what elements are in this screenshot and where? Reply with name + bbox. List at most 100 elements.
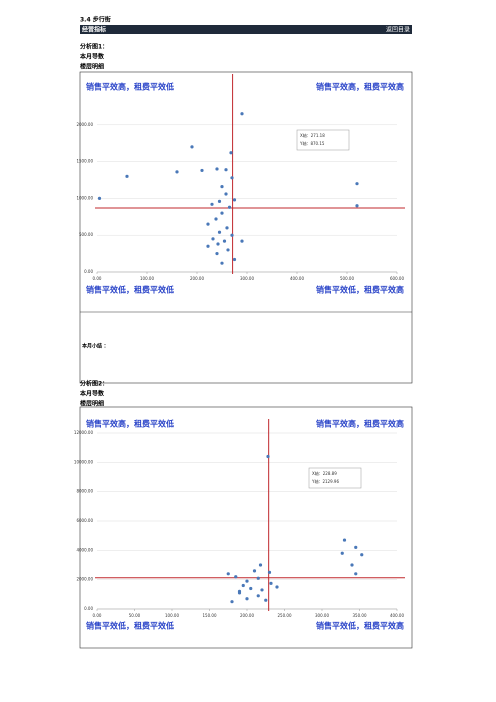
data-point bbox=[234, 575, 238, 579]
x-tick-label: 0.00 bbox=[93, 613, 102, 618]
note-text: X轴：271.18 bbox=[300, 132, 325, 138]
x-tick-label: 200.00 bbox=[240, 613, 254, 618]
panel-caption: 楼层明细 bbox=[80, 63, 104, 71]
x-tick-label: 100.00 bbox=[165, 613, 179, 618]
quadrant-label: 销售平效高，租费平效低 bbox=[86, 419, 174, 429]
quadrant-label: 销售平效低，租费平效高 bbox=[316, 621, 404, 631]
y-tick-label: 2000.00 bbox=[76, 577, 93, 582]
quadrant-label: 销售平效低，租费平效高 bbox=[316, 285, 404, 295]
quadrant-label: 销售平效高，租费平效低 bbox=[86, 82, 174, 92]
data-point bbox=[342, 538, 347, 542]
data-point bbox=[227, 205, 232, 209]
section-title: 3.4 步行街 bbox=[80, 16, 111, 24]
x-tick-label: 100.00 bbox=[140, 276, 154, 281]
data-point bbox=[275, 585, 279, 589]
data-point bbox=[210, 202, 214, 206]
data-point bbox=[220, 211, 224, 215]
data-point bbox=[200, 168, 204, 173]
data-point bbox=[125, 174, 129, 178]
summary-label: 本月小结 ： bbox=[81, 343, 109, 350]
x-tick-label: 300.00 bbox=[315, 613, 329, 618]
data-point bbox=[360, 553, 364, 557]
panel-subheading: 本月导数 bbox=[80, 390, 105, 398]
data-point bbox=[266, 454, 270, 459]
y-tick-label: 1000.00 bbox=[76, 195, 93, 200]
data-point bbox=[258, 563, 263, 567]
data-point bbox=[269, 581, 273, 585]
data-point bbox=[354, 572, 358, 576]
data-point bbox=[190, 145, 194, 149]
data-point bbox=[215, 167, 219, 171]
x-tick-label: 400.00 bbox=[390, 613, 404, 618]
data-point bbox=[355, 204, 359, 208]
panel-subheading: 本月导数 bbox=[80, 53, 105, 61]
y-tick-label: 500.00 bbox=[79, 232, 93, 237]
x-tick-label: 0.00 bbox=[93, 276, 102, 281]
panel-caption: 楼层明细 bbox=[80, 400, 104, 408]
panel-heading: 分析图2： bbox=[80, 380, 108, 388]
x-tick-label: 600.00 bbox=[390, 276, 404, 281]
x-tick-label: 500.00 bbox=[340, 276, 354, 281]
data-point bbox=[252, 569, 257, 573]
data-point bbox=[226, 248, 230, 252]
x-tick-label: 350.00 bbox=[353, 613, 367, 618]
data-point bbox=[206, 222, 210, 226]
data-point bbox=[256, 576, 260, 580]
data-point bbox=[240, 239, 244, 243]
data-point bbox=[97, 196, 102, 200]
data-point bbox=[175, 170, 179, 174]
data-point bbox=[350, 563, 354, 567]
y-tick-label: 0.00 bbox=[84, 606, 93, 611]
y-tick-label: 12000.00 bbox=[74, 430, 94, 435]
data-point bbox=[211, 237, 215, 241]
data-point bbox=[241, 583, 245, 588]
data-point bbox=[222, 239, 227, 243]
data-point bbox=[217, 199, 222, 203]
data-point bbox=[230, 600, 234, 604]
panel-heading: 分析图1： bbox=[80, 43, 108, 51]
y-tick-label: 2000.00 bbox=[76, 122, 93, 127]
quadrant-label: 销售平效高，租费平效高 bbox=[316, 419, 404, 429]
x-tick-label: 50.00 bbox=[129, 613, 141, 618]
data-point bbox=[354, 545, 358, 550]
data-point bbox=[355, 182, 359, 186]
data-point bbox=[206, 244, 210, 248]
data-point bbox=[225, 226, 229, 230]
quadrant-label: 销售平效低，租费平效低 bbox=[86, 285, 174, 295]
y-tick-label: 8000.00 bbox=[76, 489, 93, 494]
header-bar bbox=[80, 25, 412, 34]
quadrant-label: 销售平效低，租费平效低 bbox=[86, 621, 174, 631]
data-point bbox=[232, 198, 237, 202]
y-tick-label: 4000.00 bbox=[76, 547, 93, 552]
data-point bbox=[340, 551, 344, 555]
data-point bbox=[260, 588, 264, 592]
data-point bbox=[232, 257, 237, 262]
data-point bbox=[267, 570, 272, 574]
data-point bbox=[237, 589, 242, 594]
data-point bbox=[224, 192, 228, 196]
y-tick-label: 6000.00 bbox=[76, 518, 93, 523]
data-point bbox=[229, 151, 233, 155]
note-text: Y轴：2129.96 bbox=[311, 478, 339, 484]
data-point bbox=[230, 176, 234, 180]
x-tick-label: 250.00 bbox=[278, 613, 292, 618]
data-point bbox=[256, 594, 260, 598]
note-text: X轴：228.89 bbox=[312, 470, 337, 476]
x-tick-label: 300.00 bbox=[240, 276, 254, 281]
quadrant-label: 销售平效高，租费平效高 bbox=[316, 82, 404, 92]
y-tick-label: 10000.00 bbox=[74, 459, 94, 464]
x-tick-label: 400.00 bbox=[290, 276, 304, 281]
data-point bbox=[230, 233, 234, 237]
data-point bbox=[226, 572, 230, 576]
data-point bbox=[215, 252, 219, 256]
data-point bbox=[214, 217, 218, 221]
data-point bbox=[240, 112, 244, 116]
data-point bbox=[220, 261, 224, 265]
y-tick-label: 0.00 bbox=[84, 269, 93, 274]
note-text: Y轴：870.15 bbox=[299, 140, 325, 146]
data-point bbox=[224, 168, 228, 172]
data-point bbox=[245, 597, 249, 601]
back-link[interactable]: 返回目录 bbox=[386, 26, 410, 34]
data-point bbox=[216, 242, 220, 246]
